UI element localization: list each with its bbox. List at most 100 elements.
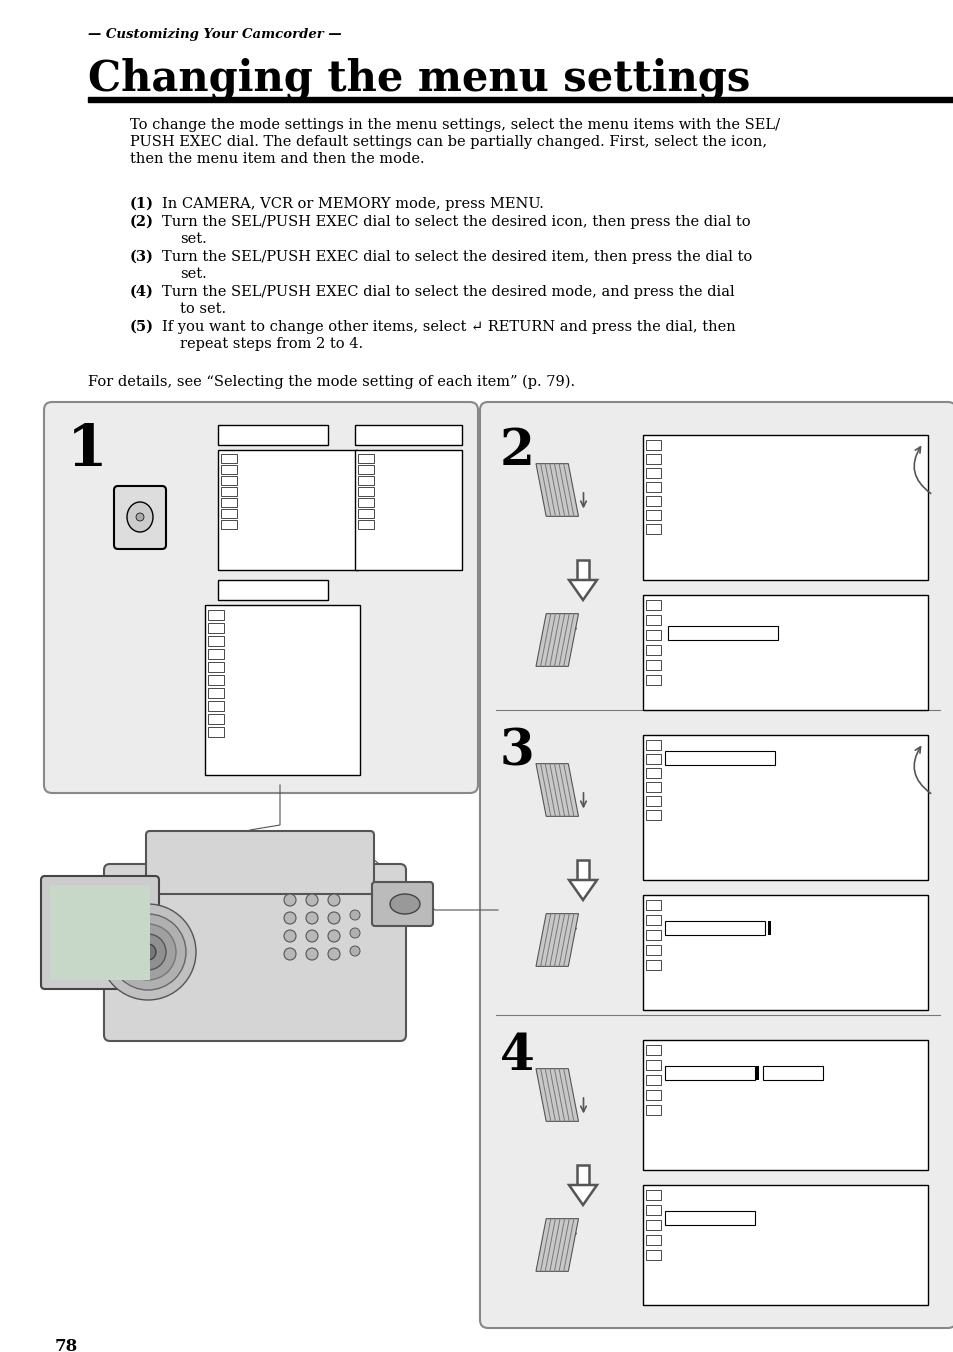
Bar bbox=[355, 450, 461, 571]
Bar bbox=[357, 487, 374, 496]
Bar bbox=[664, 750, 774, 765]
Bar bbox=[645, 781, 660, 792]
Circle shape bbox=[328, 894, 339, 906]
FancyBboxPatch shape bbox=[41, 876, 159, 990]
Bar bbox=[645, 615, 660, 625]
Bar bbox=[645, 660, 660, 671]
Ellipse shape bbox=[390, 894, 419, 914]
FancyBboxPatch shape bbox=[372, 882, 433, 926]
Circle shape bbox=[130, 934, 166, 969]
Bar bbox=[642, 1184, 927, 1305]
Bar bbox=[767, 921, 770, 936]
Bar bbox=[221, 465, 236, 475]
Bar bbox=[577, 860, 588, 880]
Text: Turn the SEL/PUSH EXEC dial to select the desired icon, then press the dial to: Turn the SEL/PUSH EXEC dial to select th… bbox=[162, 215, 750, 228]
Bar bbox=[355, 425, 461, 445]
Bar bbox=[208, 649, 224, 658]
Text: Turn the SEL/PUSH EXEC dial to select the desired item, then press the dial to: Turn the SEL/PUSH EXEC dial to select th… bbox=[162, 250, 752, 264]
Bar bbox=[221, 521, 236, 529]
Bar bbox=[221, 454, 236, 462]
Bar bbox=[645, 675, 660, 685]
Bar bbox=[577, 560, 588, 580]
Text: To change the mode settings in the menu settings, select the menu items with the: To change the mode settings in the menu … bbox=[130, 118, 780, 132]
Circle shape bbox=[306, 894, 317, 906]
Circle shape bbox=[306, 948, 317, 960]
Bar bbox=[664, 921, 764, 936]
Bar bbox=[208, 662, 224, 672]
Text: 3: 3 bbox=[499, 727, 535, 776]
Bar bbox=[208, 623, 224, 633]
Bar bbox=[645, 810, 660, 821]
Polygon shape bbox=[536, 1218, 578, 1271]
Bar bbox=[645, 1251, 660, 1260]
Bar bbox=[221, 508, 236, 518]
Bar bbox=[645, 1045, 660, 1055]
Text: 4: 4 bbox=[499, 1032, 535, 1082]
Bar bbox=[645, 439, 660, 450]
Text: 78: 78 bbox=[55, 1338, 78, 1352]
Polygon shape bbox=[536, 464, 578, 516]
Bar bbox=[664, 1211, 754, 1225]
Bar bbox=[357, 454, 374, 462]
Text: repeat steps from 2 to 4.: repeat steps from 2 to 4. bbox=[180, 337, 363, 352]
Text: set.: set. bbox=[180, 266, 207, 281]
Ellipse shape bbox=[127, 502, 152, 531]
Bar bbox=[762, 1065, 822, 1080]
Bar bbox=[218, 425, 328, 445]
Bar bbox=[645, 768, 660, 777]
Circle shape bbox=[110, 914, 186, 990]
Text: (4): (4) bbox=[130, 285, 153, 299]
Polygon shape bbox=[568, 1184, 597, 1205]
Bar bbox=[208, 675, 224, 685]
Bar bbox=[642, 595, 927, 710]
Polygon shape bbox=[536, 764, 578, 817]
Bar bbox=[645, 1205, 660, 1215]
Text: (5): (5) bbox=[130, 320, 153, 334]
Bar bbox=[645, 1060, 660, 1069]
Bar bbox=[645, 796, 660, 806]
Circle shape bbox=[306, 913, 317, 923]
Circle shape bbox=[140, 944, 156, 960]
Bar bbox=[642, 735, 927, 880]
Bar bbox=[357, 476, 374, 485]
Bar bbox=[357, 465, 374, 475]
Circle shape bbox=[136, 512, 144, 521]
Bar bbox=[642, 895, 927, 1010]
Bar bbox=[645, 645, 660, 654]
Circle shape bbox=[328, 948, 339, 960]
Circle shape bbox=[120, 923, 175, 980]
Text: Turn the SEL/PUSH EXEC dial to select the desired mode, and press the dial: Turn the SEL/PUSH EXEC dial to select th… bbox=[162, 285, 734, 299]
Text: then the menu item and then the mode.: then the menu item and then the mode. bbox=[130, 151, 424, 166]
Bar bbox=[645, 630, 660, 639]
Bar bbox=[645, 1090, 660, 1101]
Bar bbox=[357, 498, 374, 507]
Circle shape bbox=[284, 913, 295, 923]
Bar bbox=[645, 1105, 660, 1115]
Text: Changing the menu settings: Changing the menu settings bbox=[88, 58, 750, 100]
FancyBboxPatch shape bbox=[479, 402, 953, 1328]
Bar bbox=[218, 580, 328, 600]
Bar bbox=[577, 1165, 588, 1184]
Circle shape bbox=[328, 930, 339, 942]
Bar bbox=[645, 1234, 660, 1245]
Polygon shape bbox=[568, 880, 597, 900]
Bar bbox=[645, 900, 660, 910]
Circle shape bbox=[284, 930, 295, 942]
Text: 1: 1 bbox=[67, 422, 108, 479]
Bar bbox=[645, 740, 660, 750]
Polygon shape bbox=[536, 614, 578, 667]
Bar bbox=[755, 1065, 759, 1080]
Text: (3): (3) bbox=[130, 250, 153, 264]
Bar bbox=[664, 1065, 754, 1080]
Bar bbox=[208, 688, 224, 698]
Circle shape bbox=[350, 910, 359, 919]
Text: In CAMERA, VCR or MEMORY mode, press MENU.: In CAMERA, VCR or MEMORY mode, press MEN… bbox=[162, 197, 543, 211]
Polygon shape bbox=[536, 1068, 578, 1121]
Circle shape bbox=[100, 904, 195, 1000]
Bar bbox=[645, 600, 660, 610]
Bar bbox=[645, 468, 660, 479]
Bar bbox=[645, 483, 660, 492]
Bar bbox=[218, 450, 357, 571]
Bar bbox=[208, 635, 224, 646]
FancyBboxPatch shape bbox=[44, 402, 477, 794]
